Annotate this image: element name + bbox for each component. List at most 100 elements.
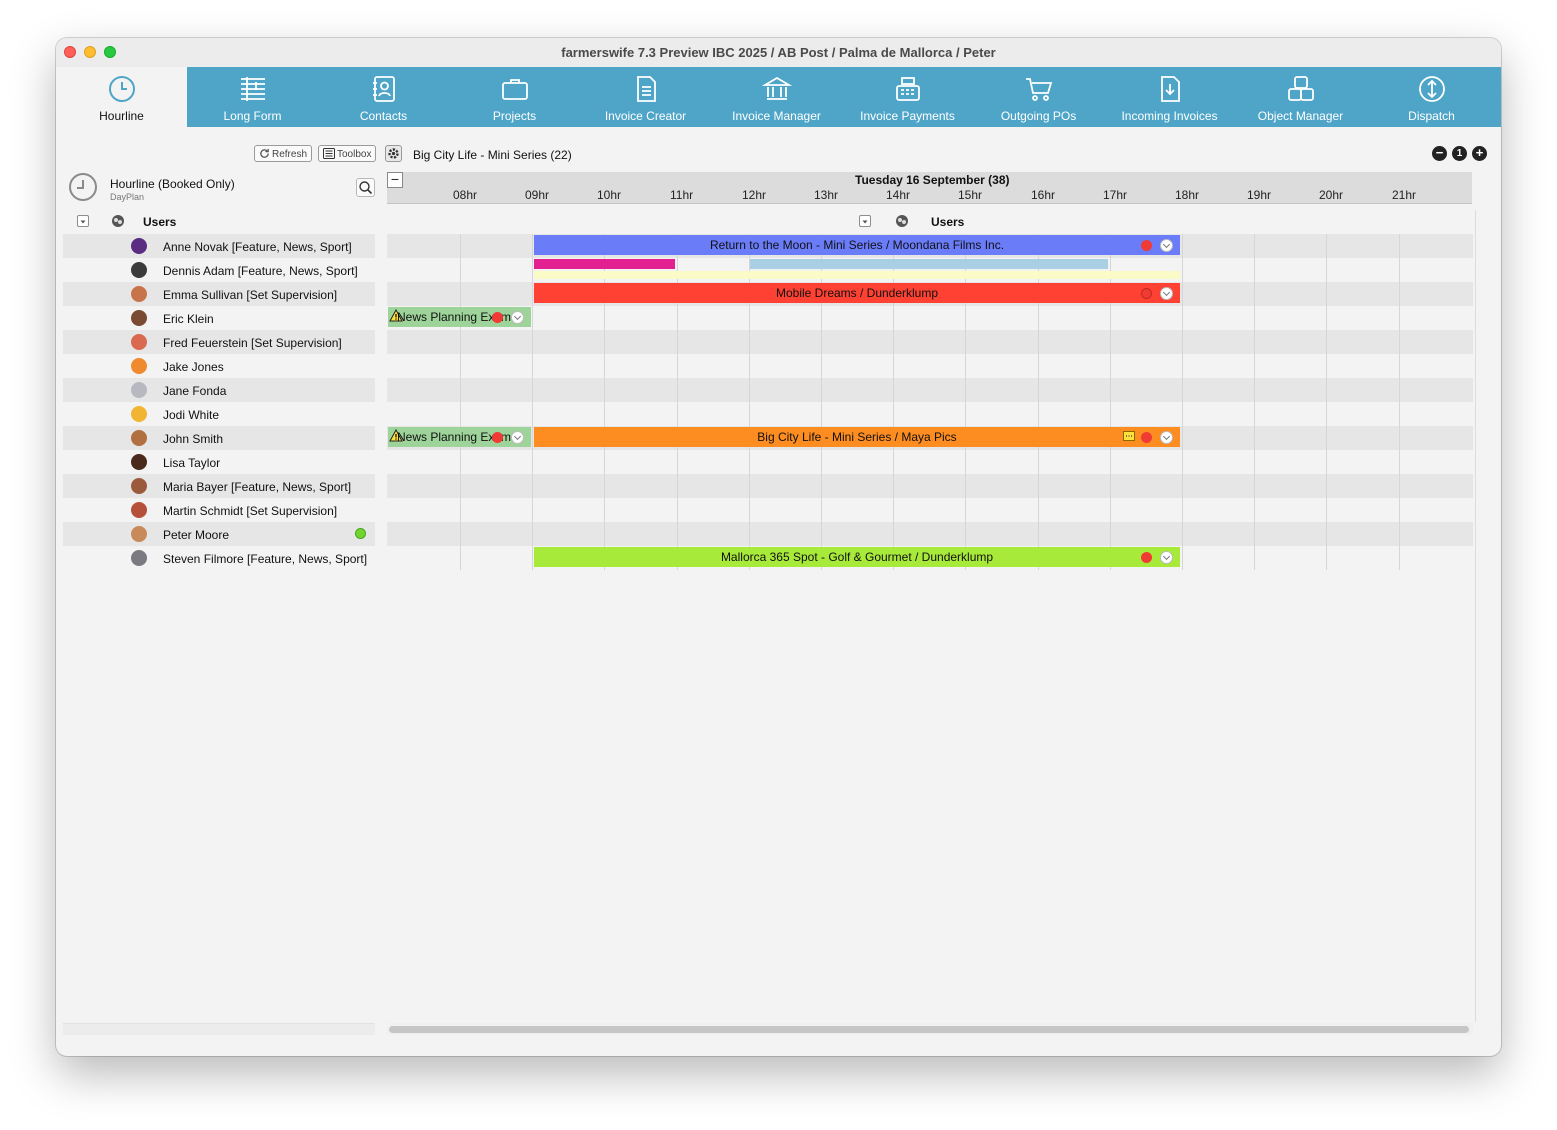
user-row[interactable]: Emma Sullivan [Set Supervision]: [63, 282, 375, 306]
close-window-button[interactable]: [64, 46, 76, 58]
zoom-out-button[interactable]: −: [1432, 146, 1447, 161]
booking-bar[interactable]: Big City Life - Mini Series / Maya Pics: [534, 427, 1180, 447]
zoom-window-button[interactable]: [104, 46, 116, 58]
tab-long-form[interactable]: Long Form: [187, 67, 318, 127]
date-label: Tuesday 16 September (38): [855, 173, 1010, 187]
schedule-row[interactable]: [387, 330, 1473, 354]
user-row[interactable]: Dennis Adam [Feature, News, Sport]: [63, 258, 375, 282]
chevron-down-icon: [862, 220, 868, 224]
collapse-schedule-group-toggle[interactable]: [859, 215, 871, 227]
user-row[interactable]: John Smith: [63, 426, 375, 450]
user-name: Lisa Taylor: [163, 456, 221, 470]
users-group-icon: [896, 215, 908, 227]
dispatch-icon: [1418, 76, 1445, 102]
user-row[interactable]: Fred Feuerstein [Set Supervision]: [63, 330, 375, 354]
hour-gridline: [1326, 234, 1327, 570]
briefcase-icon: [501, 79, 528, 100]
search-button[interactable]: [356, 178, 375, 197]
note-icon: [1123, 431, 1135, 441]
booking-label: Mallorca 365 Spot - Golf & Gourmet / Dun…: [720, 550, 994, 564]
status-dot: [1141, 432, 1152, 443]
tab-invoice-manager[interactable]: Invoice Manager: [711, 67, 842, 127]
tab-contacts[interactable]: Contacts: [318, 67, 449, 127]
scrollbar-thumb[interactable]: [389, 1026, 1469, 1033]
schedule-row[interactable]: [387, 474, 1473, 498]
user-row[interactable]: Martin Schmidt [Set Supervision]: [63, 498, 375, 522]
right-edge-divider: [1475, 210, 1476, 1022]
booking-bar[interactable]: Mallorca 365 Spot - Golf & Gourmet / Dun…: [534, 547, 1180, 567]
hour-label: 09hr: [525, 188, 550, 202]
online-status-dot: [355, 528, 366, 539]
avatar: [131, 430, 147, 446]
settings-button[interactable]: [385, 145, 402, 162]
status-dot: [1141, 552, 1152, 563]
tab-object-manager[interactable]: Object Manager: [1235, 67, 1366, 127]
avatar: [131, 382, 147, 398]
user-row[interactable]: Anne Novak [Feature, News, Sport]: [63, 234, 375, 258]
hour-label: 13hr: [814, 188, 839, 202]
toolbox-button[interactable]: Toolbox: [318, 145, 377, 162]
tab-incoming-invoices[interactable]: Incoming Invoices: [1104, 67, 1235, 127]
horizontal-scrollbar[interactable]: [387, 1023, 1473, 1035]
schedule-row[interactable]: [387, 306, 1473, 330]
schedule-row[interactable]: [387, 378, 1473, 402]
avatar: [131, 358, 147, 374]
status-dot: [492, 312, 503, 323]
user-row[interactable]: Peter Moore: [63, 522, 375, 546]
schedule-row[interactable]: [387, 450, 1473, 474]
zoom-in-button[interactable]: +: [1472, 146, 1487, 161]
schedule-row[interactable]: [387, 522, 1473, 546]
user-name: Eric Klein: [163, 312, 214, 326]
users-group-icon: [112, 215, 124, 227]
tab-invoice-creator[interactable]: Invoice Creator: [580, 67, 711, 127]
tab-projects[interactable]: Projects: [449, 67, 580, 127]
user-row[interactable]: Maria Bayer [Feature, News, Sport]: [63, 474, 375, 498]
booking-menu-button[interactable]: [1160, 431, 1173, 444]
tab-invoice-payments[interactable]: Invoice Payments: [842, 67, 973, 127]
warning-icon: [389, 429, 403, 442]
hour-label: 16hr: [1031, 188, 1056, 202]
cart-icon: [1025, 78, 1052, 101]
status-dot: [1141, 240, 1152, 251]
tab-label: Long Form: [223, 109, 282, 123]
booking-menu-button[interactable]: [511, 431, 524, 444]
hour-gridline: [1399, 234, 1400, 570]
left-list-footer: [63, 1023, 375, 1035]
tab-dispatch[interactable]: Dispatch: [1366, 67, 1497, 127]
booking-label: Mobile Dreams / Dunderklump: [775, 286, 939, 300]
gear-icon: [388, 148, 399, 159]
booking-bar[interactable]: Return to the Moon - Mini Series / Moond…: [534, 235, 1180, 255]
hour-gridline: [1254, 234, 1255, 570]
collapse-timeline-button[interactable]: −: [387, 172, 403, 188]
booking-bar[interactable]: Mobile Dreams / Dunderklump: [534, 283, 1180, 303]
document-icon: [636, 76, 656, 102]
schedule-row[interactable]: [387, 402, 1473, 426]
tab-outgoing-pos[interactable]: Outgoing POs: [973, 67, 1104, 127]
booking-bar[interactable]: News Planning Example: [388, 427, 531, 447]
schedule-row[interactable]: [387, 498, 1473, 522]
minimize-window-button[interactable]: [84, 46, 96, 58]
schedule-group-header: Users: [387, 210, 1473, 232]
refresh-button[interactable]: Refresh: [254, 145, 313, 162]
user-row[interactable]: Lisa Taylor: [63, 450, 375, 474]
user-row[interactable]: Jodi White: [63, 402, 375, 426]
user-row[interactable]: Jake Jones: [63, 354, 375, 378]
schedule-row[interactable]: [387, 354, 1473, 378]
booking-menu-button[interactable]: [511, 311, 524, 324]
user-row[interactable]: Eric Klein: [63, 306, 375, 330]
booking-menu-button[interactable]: [1160, 551, 1173, 564]
booking-segment-magenta[interactable]: [534, 259, 675, 269]
booking-bar[interactable]: News Planning Example: [388, 307, 531, 327]
view-subtitle: DayPlan: [110, 192, 145, 202]
booking-menu-button[interactable]: [1160, 239, 1173, 252]
collapse-group-toggle[interactable]: [77, 215, 89, 227]
zoom-reset-button[interactable]: 1: [1452, 146, 1467, 161]
booking-segment-lightblue[interactable]: [750, 259, 1108, 269]
booking-menu-button[interactable]: [1160, 287, 1173, 300]
user-row[interactable]: Jane Fonda: [63, 378, 375, 402]
user-row[interactable]: Steven Filmore [Feature, News, Sport]: [63, 546, 375, 570]
tab-label: Projects: [492, 109, 537, 123]
tab-hourline[interactable]: Hourline: [56, 67, 187, 127]
bank-icon: [761, 76, 792, 100]
booking-label: Return to the Moon - Mini Series / Moond…: [709, 238, 1005, 252]
